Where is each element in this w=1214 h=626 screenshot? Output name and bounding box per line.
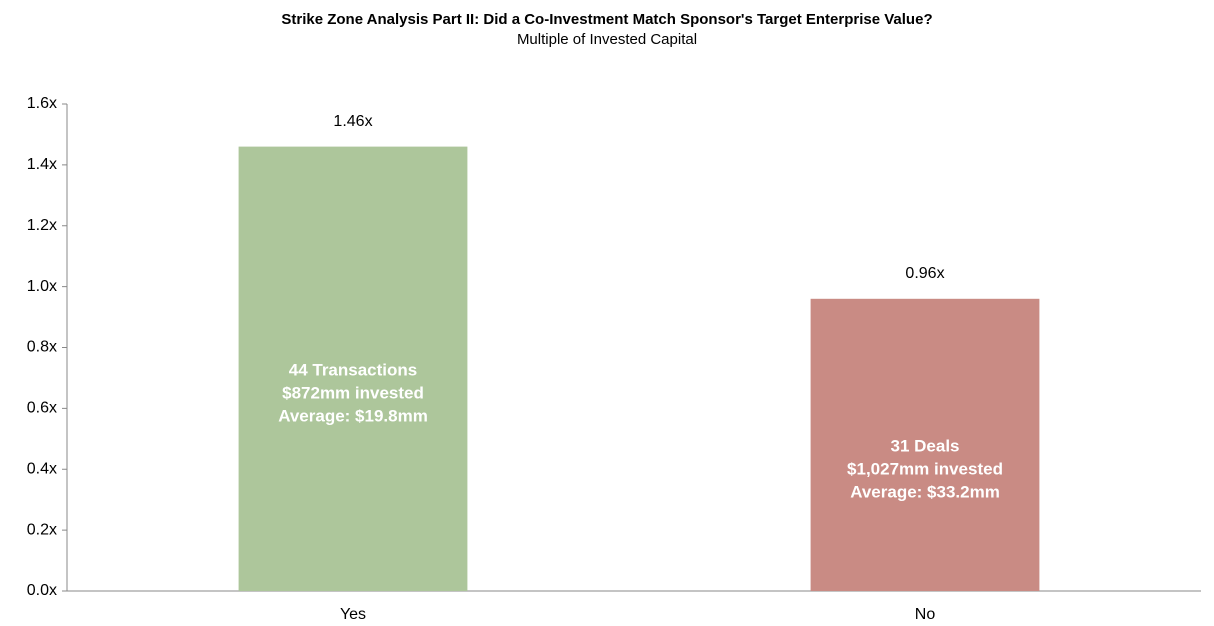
bar — [810, 298, 1040, 591]
value-label: 0.96x — [905, 265, 944, 282]
y-tick-label: 1.6x — [27, 95, 57, 112]
y-tick-label: 1.0x — [27, 278, 57, 295]
x-tick-label: No — [915, 606, 936, 623]
y-tick-label: 0.2x — [27, 521, 57, 538]
bar-annotation: Average: $33.2mm — [850, 482, 1000, 501]
y-tick-label: 0.6x — [27, 400, 57, 417]
y-tick-label: 0.8x — [27, 339, 57, 356]
bar-annotation: Average: $19.8mm — [278, 406, 428, 425]
bar-annotation: 31 Deals — [891, 436, 960, 455]
x-tick-label: Yes — [340, 606, 366, 623]
chart-subtitle: Multiple of Invested Capital — [517, 31, 697, 48]
bar-annotation: $872mm invested — [282, 383, 424, 402]
y-tick-label: 1.4x — [27, 156, 57, 173]
y-tick-label: 0.4x — [27, 460, 57, 477]
bar-annotation: $1,027mm invested — [847, 459, 1003, 478]
bar — [238, 146, 468, 592]
bar-annotation: 44 Transactions — [289, 360, 418, 379]
y-tick-label: 1.2x — [27, 217, 57, 234]
value-label: 1.46x — [333, 113, 372, 130]
chart-title: Strike Zone Analysis Part II: Did a Co-I… — [281, 11, 932, 28]
y-tick-label: 0.0x — [27, 582, 57, 599]
